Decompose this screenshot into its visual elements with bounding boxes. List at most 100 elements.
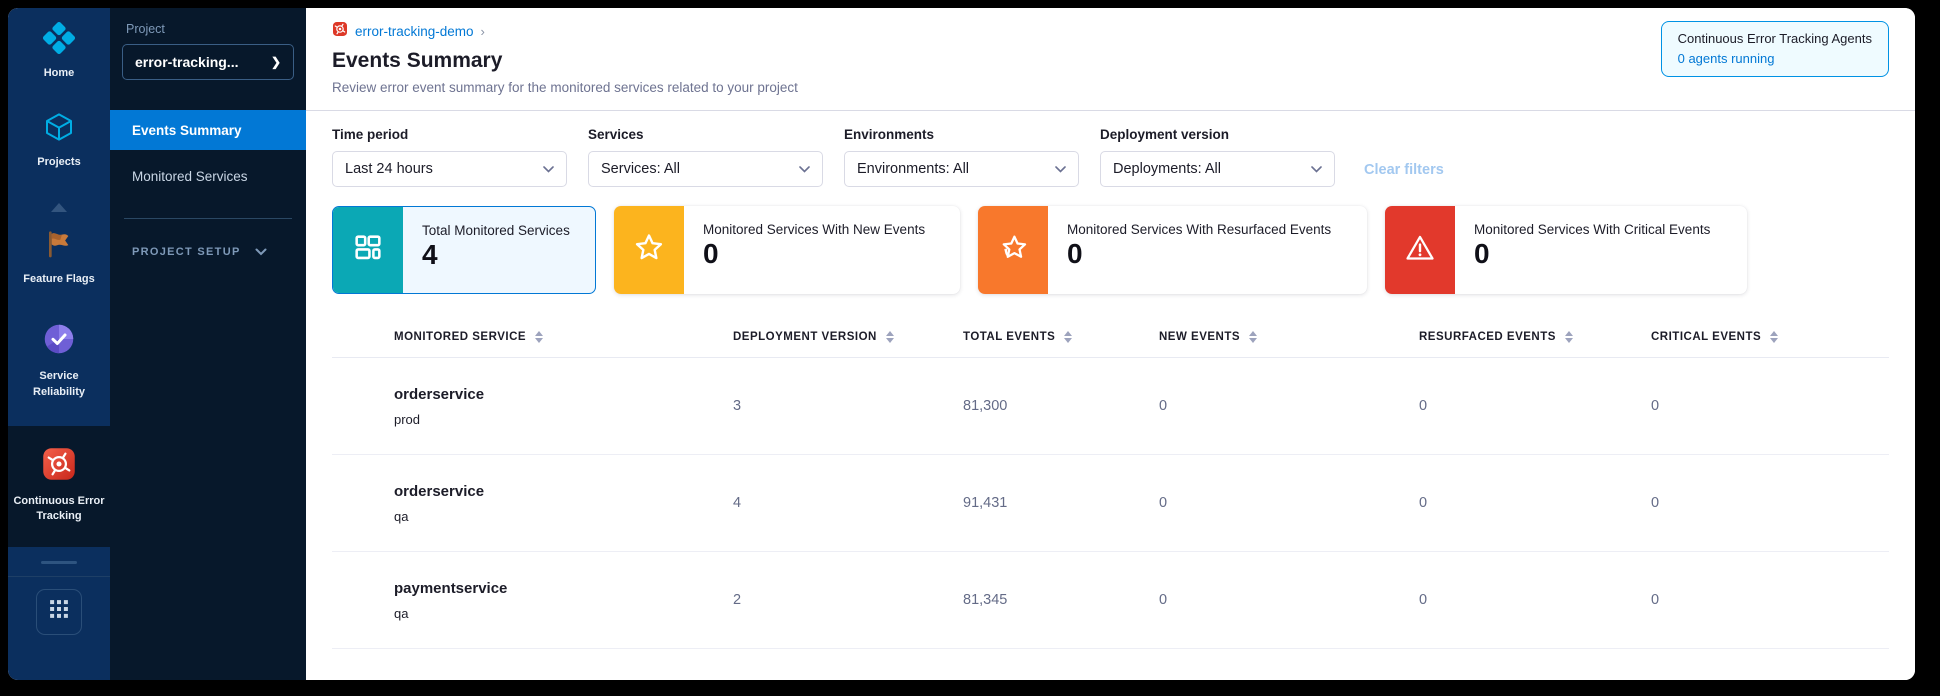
service-name: orderservice [394,482,485,500]
table-row[interactable]: orderservice prod 3 81,300 0 0 0 [332,358,1889,455]
card-value: 0 [1474,238,1490,269]
project-setup-toggle[interactable]: PROJECT SETUP [110,243,306,261]
sidebar-item-projects[interactable]: Projects [8,111,110,170]
app-window: Home Projects Featur [8,8,1915,680]
service-environment: qa [394,605,409,621]
column-header-critical-events[interactable]: Critical Events [1651,330,1889,343]
sidebar-divider [124,218,292,219]
star-icon [632,231,666,270]
column-header-total-events[interactable]: Total Events [963,330,1159,343]
home-icon [42,21,76,59]
chevron-right-icon: ❯ [270,55,281,69]
sort-icon[interactable] [1249,330,1258,343]
filter-bar: Time period Last 24 hours Services Servi… [306,111,1915,191]
table-header-row: Monitored Service Deployment Version Tot… [332,316,1889,358]
project-setup-label: PROJECT SETUP [132,246,241,258]
collapse-rail-control[interactable] [8,193,110,228]
sidebar-item-feature-flags[interactable]: Feature Flags [8,228,110,287]
critical-events-value: 0 [1651,592,1660,608]
clear-filters-button[interactable]: Clear filters [1364,162,1444,178]
sort-icon[interactable] [1564,330,1573,343]
agents-status-box[interactable]: Continuous Error Tracking Agents 0 agent… [1660,21,1889,77]
chevron-down-icon [799,160,810,178]
card-resurfaced-events[interactable]: Monitored Services With Resurfaced Event… [978,206,1367,294]
card-accent [978,206,1048,294]
deployment-version-value: 3 [733,398,742,414]
sort-icon[interactable] [885,330,894,343]
column-header-deployment-version[interactable]: Deployment Version [733,330,963,343]
main-content: error-tracking-demo › Events Summary Rev… [306,8,1915,680]
card-value: 0 [1067,238,1083,269]
critical-events-value: 0 [1651,398,1660,414]
column-header-new-events[interactable]: New Events [1159,330,1419,343]
feature-flags-icon [43,228,75,265]
table-row[interactable]: paymentservice qa 2 81,345 0 0 0 [332,552,1889,649]
breadcrumb-chevron-icon: › [480,24,485,39]
sidebar-item-label: Continuous Error Tracking [13,494,105,523]
deployments-select[interactable]: Deployments: All [1100,151,1335,187]
continuous-error-tracking-icon [41,446,77,487]
projects-icon [43,111,75,148]
card-label: Monitored Services With New Events [703,222,926,237]
card-label: Monitored Services With Resurfaced Event… [1067,222,1332,237]
sort-icon[interactable] [1064,330,1073,343]
filter-services: Services Services: All [588,127,823,187]
page-subtitle: Review error event summary for the monit… [332,80,798,95]
card-value: 0 [703,238,719,269]
card-accent [614,206,684,294]
column-header-monitored-service[interactable]: Monitored Service [394,330,733,343]
card-accent [333,207,403,293]
filter-environments: Environments Environments: All [844,127,1079,187]
warning-triangle-icon [1403,231,1437,270]
card-critical-events[interactable]: Monitored Services With Critical Events … [1385,206,1747,294]
card-label: Monitored Services With Critical Events [1474,222,1711,237]
new-events-value: 0 [1159,495,1168,511]
sidebar-item-label: Feature Flags [23,272,95,285]
sidebar-item-home[interactable]: Home [8,21,110,81]
resurfaced-events-value: 0 [1419,592,1428,608]
page-header-left: error-tracking-demo › Events Summary Rev… [332,21,798,95]
star-resurfaced-icon [996,231,1030,270]
time-period-select[interactable]: Last 24 hours [332,151,567,187]
agents-running-link[interactable]: 0 agents running [1677,51,1775,66]
services-grid-icon [351,231,385,270]
resurfaced-events-value: 0 [1419,495,1428,511]
chevron-down-icon [543,160,554,178]
sidebar-item-continuous-error-tracking[interactable]: Continuous Error Tracking [8,446,110,525]
filter-deployment-version: Deployment version Deployments: All [1100,127,1335,187]
events-summary-table: Monitored Service Deployment Version Tot… [332,316,1889,649]
summary-cards: Total Monitored Services 4 Monitored Ser… [306,191,1915,314]
table-row[interactable]: orderservice qa 4 91,431 0 0 0 [332,455,1889,552]
chevron-down-icon [255,243,267,261]
chevron-down-icon [1055,160,1066,178]
card-new-events[interactable]: Monitored Services With New Events 0 [614,206,960,294]
module-grid-icon [49,599,69,624]
sidebar-item-events-summary[interactable]: Events Summary [110,110,306,150]
sort-icon[interactable] [535,330,544,343]
project-selector[interactable]: error-tracking... ❯ [122,44,294,80]
project-sidebar: Project error-tracking... ❯ Events Summa… [110,8,306,680]
service-name: paymentservice [394,579,508,597]
project-selector-value: error-tracking... [135,54,239,70]
card-value: 4 [422,239,438,270]
deployment-version-value: 2 [733,592,742,608]
service-environment: qa [394,508,409,524]
service-name: orderservice [394,385,485,403]
sort-icon[interactable] [1770,330,1779,343]
card-total-monitored-services[interactable]: Total Monitored Services 4 [332,206,596,294]
sidebar-item-monitored-services[interactable]: Monitored Services [132,168,248,184]
rail-resize-handle[interactable] [41,560,77,564]
filter-time-period: Time period Last 24 hours [332,127,567,187]
environments-select[interactable]: Environments: All [844,151,1079,187]
services-select[interactable]: Services: All [588,151,823,187]
sidebar-item-service-reliability[interactable]: Service Reliability [8,321,110,426]
total-events-value: 91,431 [963,495,1008,511]
breadcrumb[interactable]: error-tracking-demo › [332,21,798,42]
rail-active-module-section: Continuous Error Tracking [8,425,110,547]
column-header-resurfaced-events[interactable]: Resurfaced Events [1419,330,1651,343]
deployment-version-value: 4 [733,495,742,511]
breadcrumb-link[interactable]: error-tracking-demo [355,24,474,39]
agents-box-title: Continuous Error Tracking Agents [1677,31,1872,46]
resurfaced-events-value: 0 [1419,398,1428,414]
module-picker-button[interactable] [36,588,82,635]
